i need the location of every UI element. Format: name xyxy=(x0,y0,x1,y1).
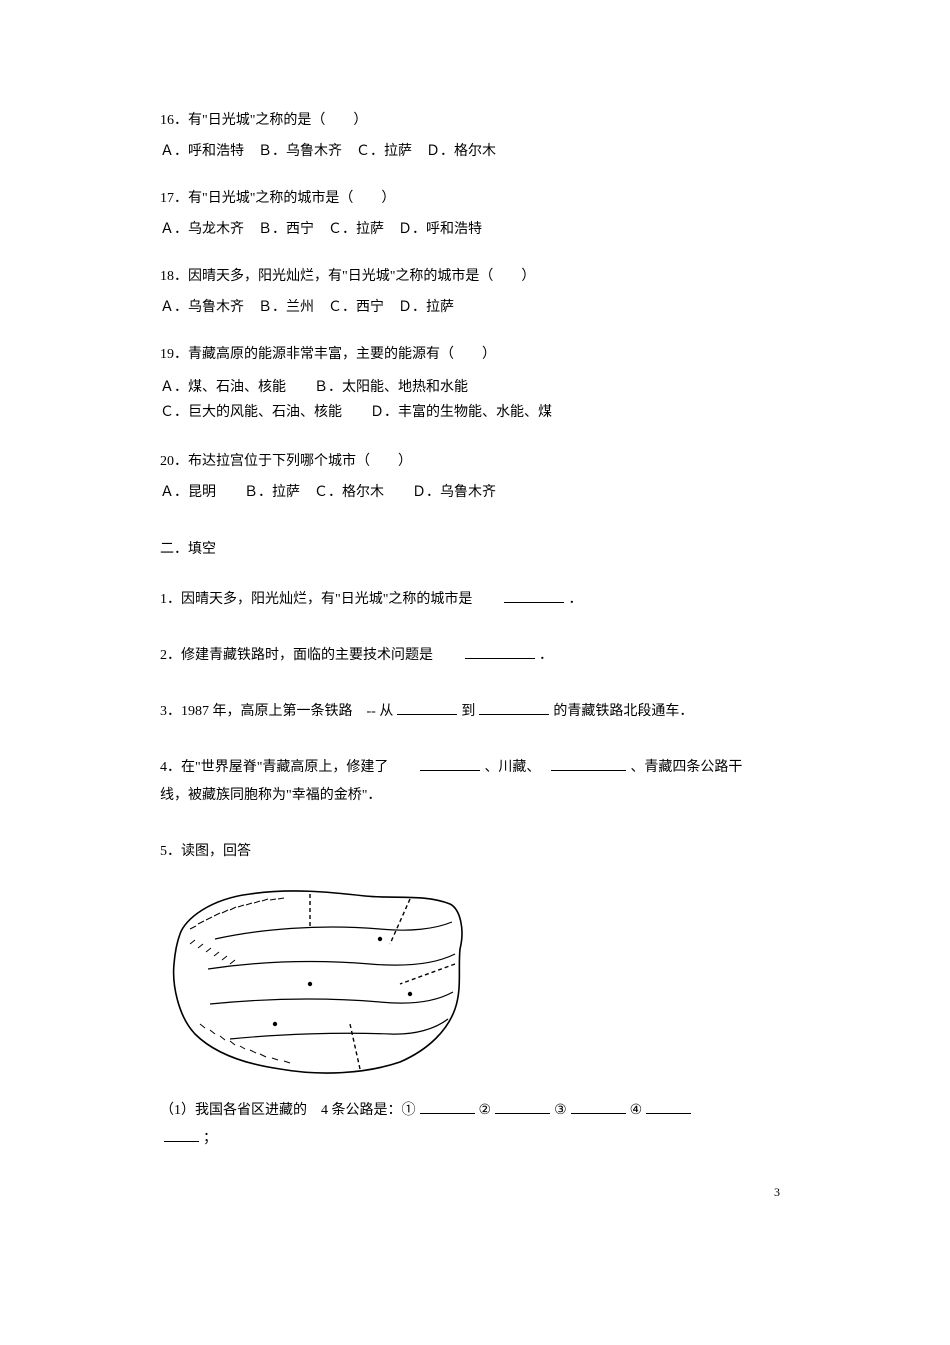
fill-question-4: 4．在"世界屋脊"青藏高原上，修建了 、川藏、 、青藏四条公路干 线，被藏族同胞… xyxy=(160,754,790,810)
map-figure xyxy=(160,874,790,1089)
q-number: 18 xyxy=(160,269,174,284)
fill-part-a: 3．1987 年，高原上第一条铁路 -- 从 xyxy=(160,704,393,719)
blank xyxy=(504,588,564,603)
fill-part-b: 到 xyxy=(461,704,475,719)
fill-post: ． xyxy=(568,592,582,607)
fill-part-c: 的青藏铁路北段通车． xyxy=(553,704,693,719)
q-text: ．因晴天多，阳光灿烂，有"日光城"之称的城市是（ ） xyxy=(174,269,535,284)
blank xyxy=(164,1127,199,1142)
question-17: 17．有"日光城"之称的城市是（ ） Ａ．乌龙木齐 Ｂ．西宁 Ｃ．拉萨 Ｄ．呼和… xyxy=(160,188,790,240)
fill-pre: 2．修建青藏铁路时，面临的主要技术问题是 xyxy=(160,648,461,663)
q-options: Ａ．乌龙木齐 Ｂ．西宁 Ｃ．拉萨 Ｄ．呼和浩特 xyxy=(160,219,790,240)
blank xyxy=(495,1099,550,1114)
question-stem: 18．因晴天多，阳光灿烂，有"日光城"之称的城市是（ ） xyxy=(160,266,790,287)
fill-line2: 线，被藏族同胞称为"幸福的金桥"． xyxy=(160,788,381,803)
fill-part-c: 、青藏四条公路干 xyxy=(630,760,742,775)
q-options: Ａ．煤、石油、核能 Ｂ．太阳能、地热和水能 Ｃ．巨大的风能、石油、核能 Ｄ．丰富… xyxy=(160,375,790,425)
q-text: ．有"日光城"之称的城市是（ ） xyxy=(174,191,395,206)
q-text: ．布达拉宫位于下列哪个城市（ ） xyxy=(174,454,412,469)
fill-question-2: 2．修建青藏铁路时，面临的主要技术问题是 ． xyxy=(160,642,790,670)
fill-pre: 1．因晴天多，阳光灿烂，有"日光城"之称的城市是 xyxy=(160,592,500,607)
q-number: 19 xyxy=(160,347,174,362)
question-stem: 16．有"日光城"之称的是（ ） xyxy=(160,110,790,131)
question-stem: 17．有"日光城"之称的城市是（ ） xyxy=(160,188,790,209)
q-options-line2: Ｃ．巨大的风能、石油、核能 Ｄ．丰富的生物能、水能、煤 xyxy=(160,400,790,425)
sub-end: ； xyxy=(203,1131,217,1146)
fill-post: ． xyxy=(539,648,553,663)
question-stem: 20．布达拉宫位于下列哪个城市（ ） xyxy=(160,451,790,472)
blank xyxy=(479,700,549,715)
sub-a: （1）我国各省区进藏的 4 条公路是：① xyxy=(160,1103,416,1118)
page-container: 16．有"日光城"之称的是（ ） Ａ．呼和浩特 Ｂ．乌鲁木齐 Ｃ．拉萨 Ｄ．格尔… xyxy=(0,0,950,1241)
fill-question-3: 3．1987 年，高原上第一条铁路 -- 从 到 的青藏铁路北段通车． xyxy=(160,698,790,726)
question-20: 20．布达拉宫位于下列哪个城市（ ） Ａ．昆明 Ｂ．拉萨 Ｃ．格尔木 Ｄ．乌鲁木… xyxy=(160,451,790,503)
fill-part-a: 4．在"世界屋脊"青藏高原上，修建了 xyxy=(160,760,416,775)
q-options-line1: Ａ．煤、石油、核能 Ｂ．太阳能、地热和水能 xyxy=(160,375,790,400)
map-svg xyxy=(160,874,475,1089)
blank xyxy=(465,644,535,659)
sub-c: ③ xyxy=(554,1103,567,1118)
blank xyxy=(420,1099,475,1114)
question-18: 18．因晴天多，阳光灿烂，有"日光城"之称的城市是（ ） Ａ．乌鲁木齐 Ｂ．兰州… xyxy=(160,266,790,318)
question-stem: 19．青藏高原的能源非常丰富，主要的能源有（ ） xyxy=(160,344,790,365)
page-number: 3 xyxy=(160,1183,790,1201)
fill-question-5-sub1: （1）我国各省区进藏的 4 条公路是：① ② ③ ④ ； xyxy=(160,1097,790,1153)
q-number: 20 xyxy=(160,454,174,469)
blank xyxy=(420,756,480,771)
section-2-heading: 二．填空 xyxy=(160,539,790,560)
blank xyxy=(571,1099,626,1114)
q-text: ．有"日光城"之称的是（ ） xyxy=(174,113,367,128)
fill-question-5: 5．读图，回答 xyxy=(160,838,790,866)
q-options: Ａ．乌鲁木齐 Ｂ．兰州 Ｃ．西宁 Ｄ．拉萨 xyxy=(160,297,790,318)
fill-stem: 5．读图，回答 xyxy=(160,844,251,859)
q-number: 16 xyxy=(160,113,174,128)
fill-question-1: 1．因晴天多，阳光灿烂，有"日光城"之称的城市是 ． xyxy=(160,586,790,614)
q-text: ．青藏高原的能源非常丰富，主要的能源有（ ） xyxy=(174,347,496,362)
q-number: 17 xyxy=(160,191,174,206)
sub-b: ② xyxy=(479,1103,492,1118)
blank xyxy=(646,1099,691,1114)
q-options: Ａ．呼和浩特 Ｂ．乌鲁木齐 Ｃ．拉萨 Ｄ．格尔木 xyxy=(160,141,790,162)
question-16: 16．有"日光城"之称的是（ ） Ａ．呼和浩特 Ｂ．乌鲁木齐 Ｃ．拉萨 Ｄ．格尔… xyxy=(160,110,790,162)
question-19: 19．青藏高原的能源非常丰富，主要的能源有（ ） Ａ．煤、石油、核能 Ｂ．太阳能… xyxy=(160,344,790,425)
q-options: Ａ．昆明 Ｂ．拉萨 Ｃ．格尔木 Ｄ．乌鲁木齐 xyxy=(160,482,790,503)
blank xyxy=(551,756,626,771)
sub-d: ④ xyxy=(630,1103,643,1118)
blank xyxy=(397,700,457,715)
fill-part-b: 、川藏、 xyxy=(484,760,547,775)
